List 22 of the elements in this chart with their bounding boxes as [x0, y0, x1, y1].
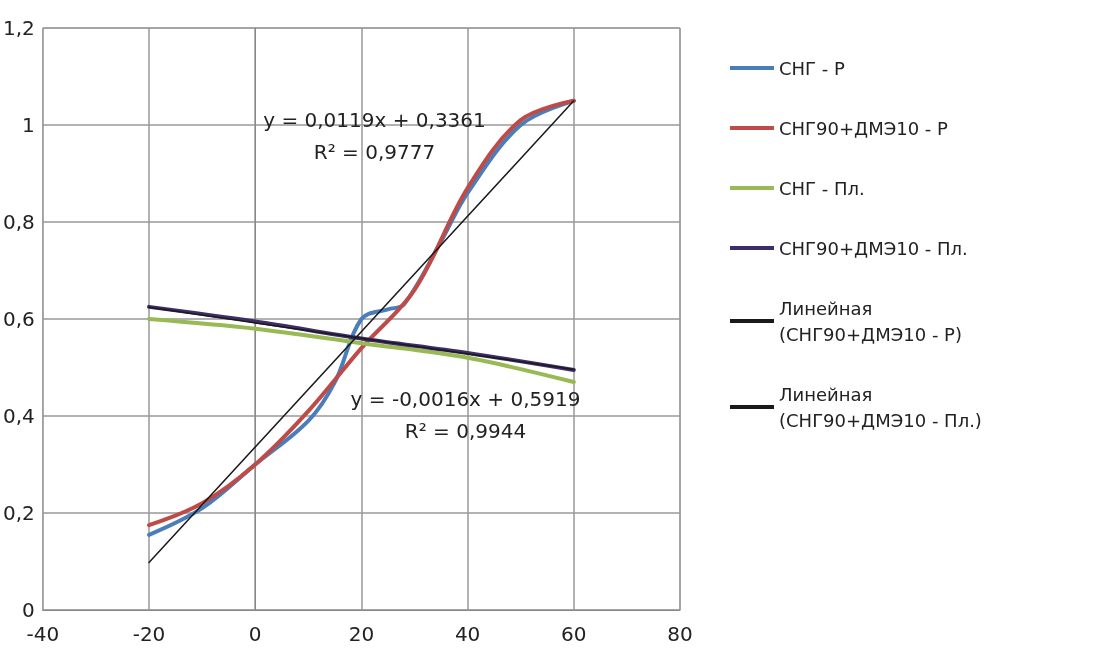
annotation: y = -0,0016x + 0,5919 R² = 0,9944	[350, 387, 581, 444]
y-tick-label: 1	[22, 113, 35, 137]
x-tick-label: 60	[561, 622, 587, 646]
x-tick-label: -20	[132, 622, 166, 646]
legend-label: СНГ90+ДМЭ10 - Пл.	[779, 237, 968, 259]
legend-label: СНГ90+ДМЭ10 - Р	[779, 117, 949, 139]
x-tick-label: -40	[26, 622, 60, 646]
legend-label: Линейная (СНГ90+ДМЭ10 - Р)	[779, 297, 962, 345]
x-tick-label: 20	[348, 622, 375, 646]
legend-label: СНГ - Пл.	[779, 177, 865, 199]
y-tick-label: 0,8	[2, 210, 35, 234]
y-tick-label: 0	[22, 598, 35, 622]
y-tick-label: 0,4	[2, 404, 35, 428]
x-tick-label: 40	[454, 622, 481, 646]
x-tick-label: 0	[248, 622, 262, 646]
y-tick-label: 1,2	[2, 16, 35, 40]
annotation: y = 0,0119x + 0,3361 R² = 0,9777	[263, 107, 486, 164]
legend-label: СНГ - Р	[779, 57, 846, 79]
y-tick-label: 0,2	[2, 501, 35, 525]
x-tick-label: 80	[667, 622, 693, 646]
y-tick-label: 0,6	[2, 307, 35, 331]
legend-label: Линейная (СНГ90+ДМЭ10 - Пл.)	[779, 383, 982, 431]
